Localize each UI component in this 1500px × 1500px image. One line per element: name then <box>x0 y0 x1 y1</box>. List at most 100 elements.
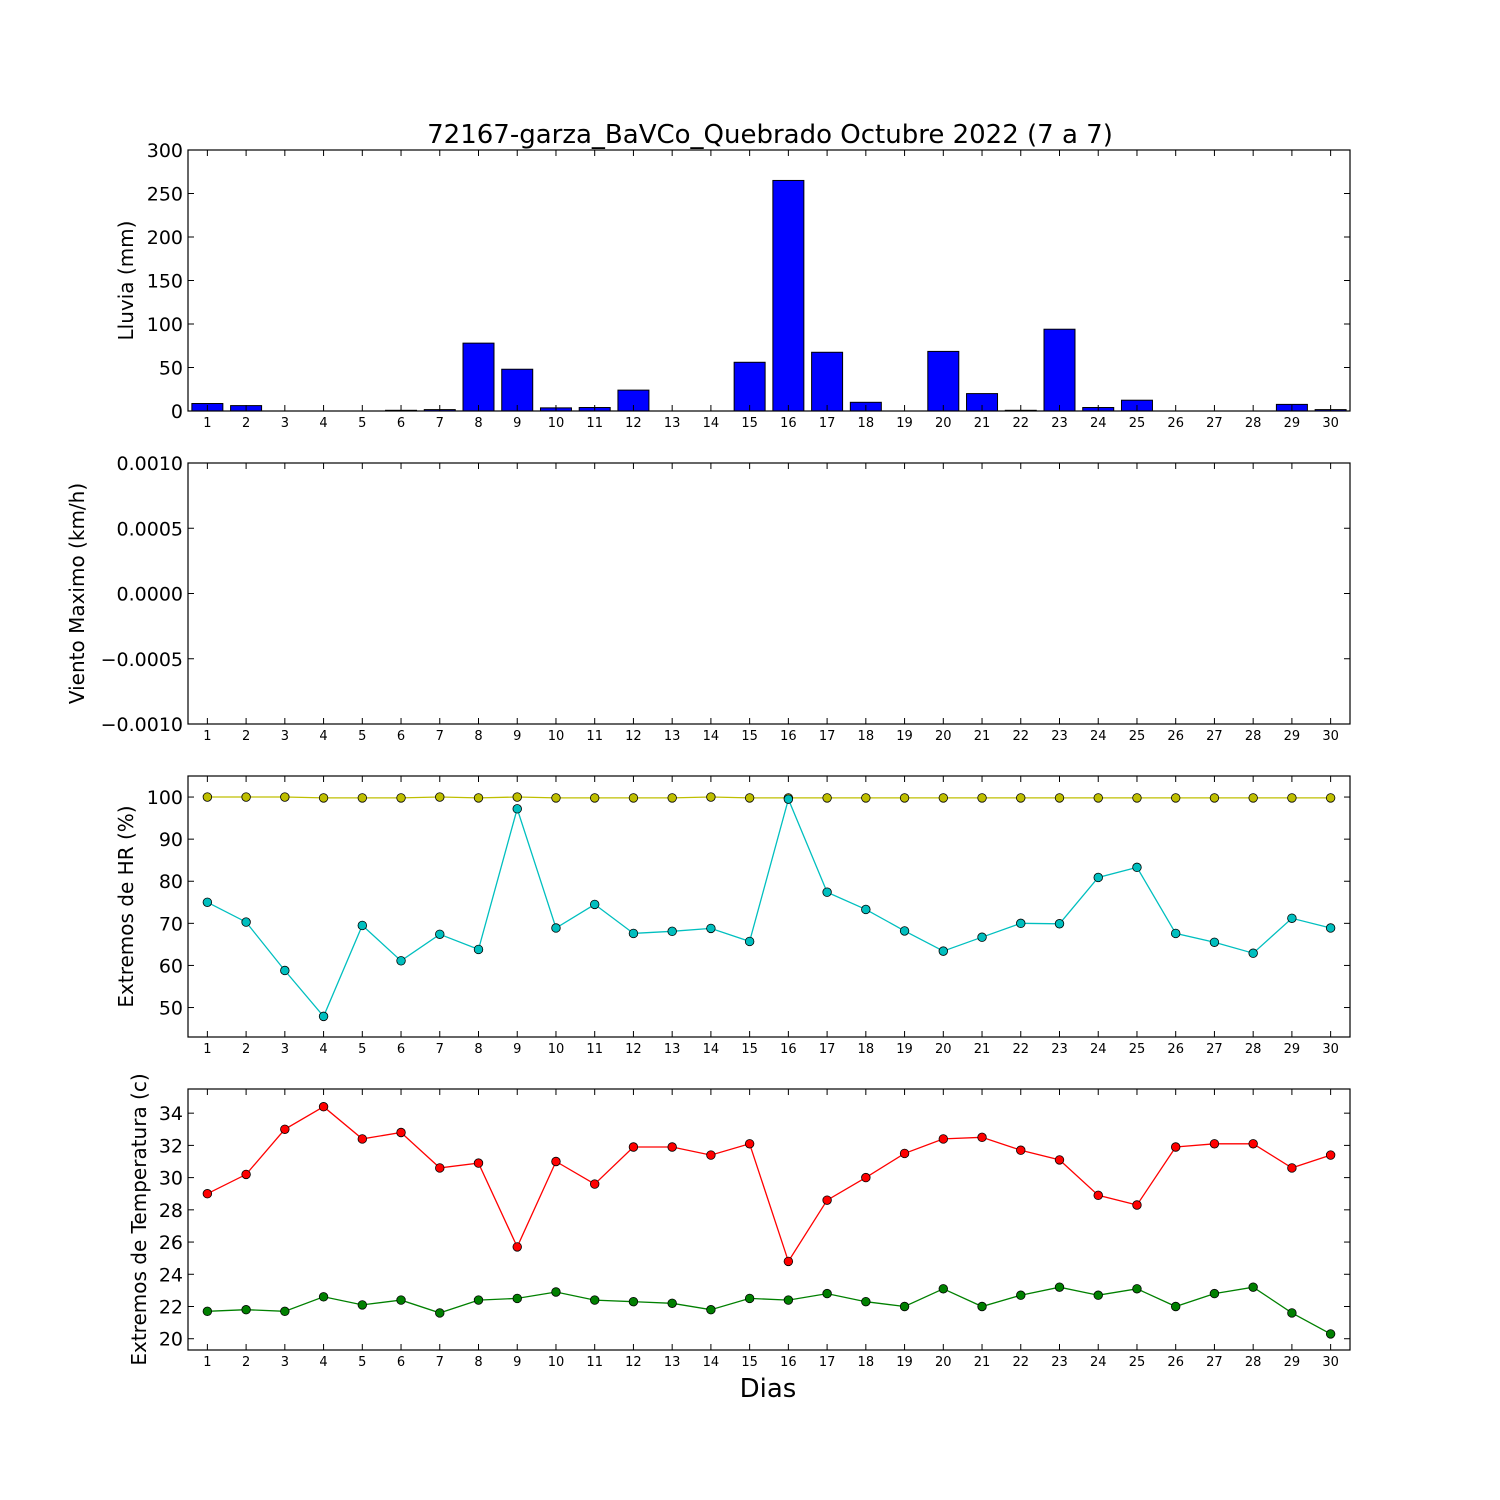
x-tick-label: 8 <box>474 1355 482 1370</box>
series-1-point-28 <box>1248 793 1258 803</box>
x-tick-label: 1 <box>203 729 211 744</box>
series-1-point-4 <box>318 793 329 803</box>
plot-area <box>188 463 1350 724</box>
x-tick-label: 29 <box>1284 729 1301 744</box>
x-tick-label: 14 <box>703 1355 720 1370</box>
series-2-point-17 <box>822 1288 832 1299</box>
x-tick-label: 26 <box>1167 416 1184 431</box>
series-2-point-21 <box>977 932 987 942</box>
bar-day-17 <box>811 351 844 412</box>
y-tick-label: 30 <box>159 1168 183 1190</box>
x-tick-label: 9 <box>513 1042 521 1057</box>
series-1-point-8 <box>473 793 484 803</box>
series-2-point-30 <box>1325 923 1336 933</box>
series-2-point-6 <box>396 1295 406 1305</box>
y-tick-label: 50 <box>159 998 183 1020</box>
series-1-point-1 <box>202 792 213 802</box>
x-tick-label: 11 <box>586 1355 603 1370</box>
y-tick-label: 90 <box>159 829 183 851</box>
x-tick-label: 7 <box>436 1042 444 1057</box>
series-1-point-17 <box>822 793 832 803</box>
x-tick-label: 3 <box>281 1355 289 1370</box>
x-tick-label: 28 <box>1245 416 1262 431</box>
y-tick-label: −0.0010 <box>101 714 183 736</box>
x-tick-label: 1 <box>203 416 211 431</box>
series-1-point-27 <box>1209 793 1220 803</box>
x-tick-label: 18 <box>858 1355 875 1370</box>
x-tick-label: 22 <box>1012 1355 1029 1370</box>
x-tick-label: 5 <box>358 729 366 744</box>
series-2-point-3 <box>280 965 290 976</box>
x-tick-label: 9 <box>513 416 521 431</box>
series-1-point-13 <box>667 793 677 803</box>
plot-area <box>188 1089 1350 1350</box>
series-2-line <box>207 1286 1331 1335</box>
x-tick-label: 23 <box>1051 1355 1068 1370</box>
x-tick-label: 12 <box>625 1042 642 1057</box>
series-1-point-19 <box>899 1148 910 1159</box>
x-tick-label: 25 <box>1129 1355 1146 1370</box>
series-2-point-23 <box>1054 919 1065 929</box>
bar-day-9 <box>501 368 534 412</box>
series-1-point-30 <box>1325 1150 1336 1160</box>
x-tick-label: 27 <box>1206 1355 1223 1370</box>
y-tick-label: 0.0000 <box>117 584 183 606</box>
x-tick-label: 8 <box>474 1042 482 1057</box>
x-tick-label: 23 <box>1051 1042 1068 1057</box>
x-tick-label: 24 <box>1090 416 1107 431</box>
series-2-point-2 <box>241 1305 251 1315</box>
x-tick-label: 2 <box>242 1355 250 1370</box>
x-tick-label: 9 <box>513 1355 521 1370</box>
series-1-point-15 <box>744 1139 755 1149</box>
x-tick-label: 15 <box>741 729 758 744</box>
series-2-point-26 <box>1170 928 1181 939</box>
series-2-point-30 <box>1325 1329 1336 1339</box>
x-tick-label: 27 <box>1206 1042 1223 1057</box>
series-1-point-23 <box>1054 1155 1065 1165</box>
series-2-point-28 <box>1248 1282 1258 1292</box>
x-tick-label: 5 <box>358 1042 366 1057</box>
x-tick-label: 7 <box>436 1355 444 1370</box>
x-tick-label: 10 <box>548 416 565 431</box>
x-tick-label: 30 <box>1322 1042 1339 1057</box>
x-tick-label: 3 <box>281 416 289 431</box>
y-tick-label: 200 <box>147 227 183 249</box>
x-tick-label: 7 <box>436 729 444 744</box>
x-tick-label: 10 <box>548 1042 565 1057</box>
series-2-point-9 <box>512 1293 522 1304</box>
series-2-point-19 <box>899 1301 910 1312</box>
series-2-point-19 <box>899 926 910 936</box>
x-tick-label: 21 <box>974 1042 991 1057</box>
series-1-point-10 <box>551 1156 561 1167</box>
series-1-point-12 <box>628 1142 639 1152</box>
series-2-point-8 <box>473 944 484 955</box>
y-tick-label: 0.0005 <box>117 518 183 540</box>
x-tick-label: 25 <box>1129 729 1146 744</box>
x-tick-label: 1 <box>203 1355 211 1370</box>
x-tick-label: 10 <box>548 729 565 744</box>
series-1-point-14 <box>706 792 716 802</box>
series-1-point-21 <box>977 1132 987 1143</box>
y-tick-label: 60 <box>159 955 183 977</box>
x-tick-label: 2 <box>242 416 250 431</box>
x-tick-label: 23 <box>1051 416 1068 431</box>
series-1-point-1 <box>202 1189 213 1199</box>
series-2-point-17 <box>822 887 832 897</box>
x-tick-label: 29 <box>1284 1355 1301 1370</box>
x-tick-label: 3 <box>281 1042 289 1057</box>
series-2-point-15 <box>744 936 755 947</box>
x-tick-label: 15 <box>741 1042 758 1057</box>
x-tick-label: 21 <box>974 729 991 744</box>
series-2-point-13 <box>667 926 677 937</box>
y-tick-label: 80 <box>159 871 183 893</box>
x-tick-label: 24 <box>1090 1355 1107 1370</box>
series-1-point-16 <box>783 1256 794 1267</box>
x-tick-label: 26 <box>1167 1355 1184 1370</box>
series-2-point-18 <box>861 1296 871 1307</box>
x-tick-label: 26 <box>1167 1042 1184 1057</box>
x-tick-label: 2 <box>242 1042 250 1057</box>
bar-day-15 <box>733 361 766 412</box>
